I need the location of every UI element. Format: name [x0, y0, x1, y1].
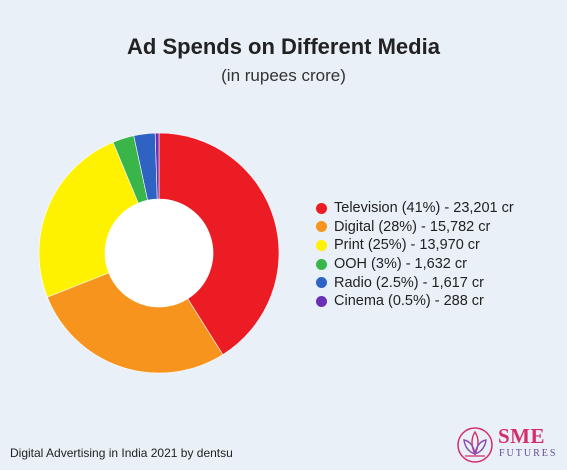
legend-item-cinema: Cinema (0.5%) - 288 cr: [316, 292, 514, 311]
legend-swatch: [316, 277, 327, 289]
logo-text-futures: FUTURES: [499, 448, 558, 459]
legend-swatch: [316, 221, 327, 233]
donut-hole: [105, 199, 213, 307]
legend-label: Digital (28%) - 15,782 cr: [334, 218, 491, 235]
legend-item-ooh: OOH (3%) - 1,632 cr: [316, 255, 514, 274]
chart-legend: Television (41%) - 23,201 cr Digital (28%…: [316, 199, 514, 311]
legend-label: Television (41%) - 23,201 cr: [334, 200, 514, 217]
legend-item-digital: Digital (28%) - 15,782 cr: [316, 218, 514, 237]
legend-swatch: [316, 239, 327, 251]
legend-label: Print (25%) - 13,970 cr: [334, 237, 480, 254]
lotus-icon: [457, 427, 493, 463]
legend-item-print: Print (25%) - 13,970 cr: [316, 236, 514, 255]
legend-label: OOH (3%) - 1,632 cr: [334, 256, 467, 273]
legend-swatch: [316, 258, 327, 270]
chart-subtitle: (in rupees crore): [221, 66, 346, 85]
sme-futures-logo: SME FUTURES: [456, 424, 562, 468]
legend-swatch: [316, 202, 327, 214]
legend-item-radio: Radio (2.5%) - 1,617 cr: [316, 273, 514, 292]
chart-title: Ad Spends on Different Media: [127, 34, 440, 59]
legend-label: Radio (2.5%) - 1,617 cr: [334, 274, 484, 291]
source-note: Digital Advertising in India 2021 by den…: [10, 446, 233, 460]
logo-text-sme: SME: [498, 424, 546, 448]
legend-label: Cinema (0.5%) - 288 cr: [334, 293, 484, 310]
legend-item-television: Television (41%) - 23,201 cr: [316, 199, 514, 218]
legend-swatch: [316, 295, 327, 307]
